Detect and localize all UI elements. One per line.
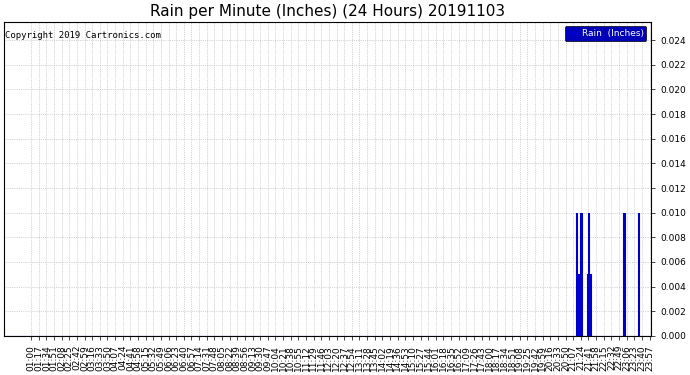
Text: Copyright 2019 Cartronics.com: Copyright 2019 Cartronics.com: [5, 31, 161, 40]
Legend: Rain  (Inches): Rain (Inches): [564, 26, 647, 40]
Title: Rain per Minute (Inches) (24 Hours) 20191103: Rain per Minute (Inches) (24 Hours) 2019…: [150, 4, 505, 19]
